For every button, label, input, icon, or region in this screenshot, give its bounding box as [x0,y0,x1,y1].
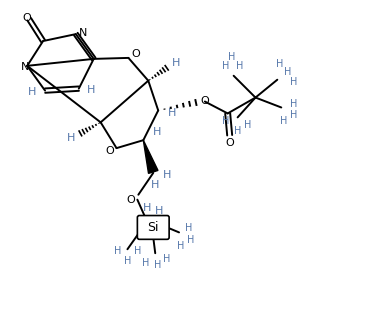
Text: H: H [114,246,121,256]
Text: H: H [67,133,75,143]
Text: H: H [185,224,193,233]
Text: H: H [177,241,185,251]
Text: O: O [126,195,135,205]
Text: H: H [168,109,176,118]
Text: H: H [222,116,229,126]
Text: H: H [283,67,291,77]
Text: O: O [23,13,32,23]
Text: H: H [172,58,180,68]
Text: H: H [236,61,243,71]
Text: O: O [225,138,234,148]
Text: H: H [289,77,297,87]
Text: H: H [151,180,159,190]
Text: H: H [134,246,141,256]
Text: Si: Si [147,221,159,234]
Text: H: H [244,120,251,130]
Text: O: O [105,146,114,156]
Text: H: H [155,206,163,215]
Text: H: H [163,170,171,180]
Text: H: H [143,202,151,213]
Text: O: O [131,49,140,59]
Text: H: H [124,256,131,266]
FancyBboxPatch shape [137,215,169,239]
Text: H: H [28,87,36,97]
Text: H: H [276,59,283,69]
Text: H: H [187,235,195,245]
Text: N: N [21,62,29,72]
Polygon shape [143,140,158,173]
Text: H: H [222,61,229,71]
Text: H: H [154,260,161,270]
Text: N: N [79,28,87,38]
Text: H: H [153,127,162,137]
Text: O: O [200,96,209,106]
Text: H: H [228,52,235,62]
Text: H: H [163,254,171,264]
Text: H: H [289,110,297,121]
Text: H: H [234,126,241,136]
Text: H: H [280,116,287,126]
Text: H: H [142,258,149,268]
Text: H: H [87,85,95,95]
Text: H: H [289,98,297,109]
